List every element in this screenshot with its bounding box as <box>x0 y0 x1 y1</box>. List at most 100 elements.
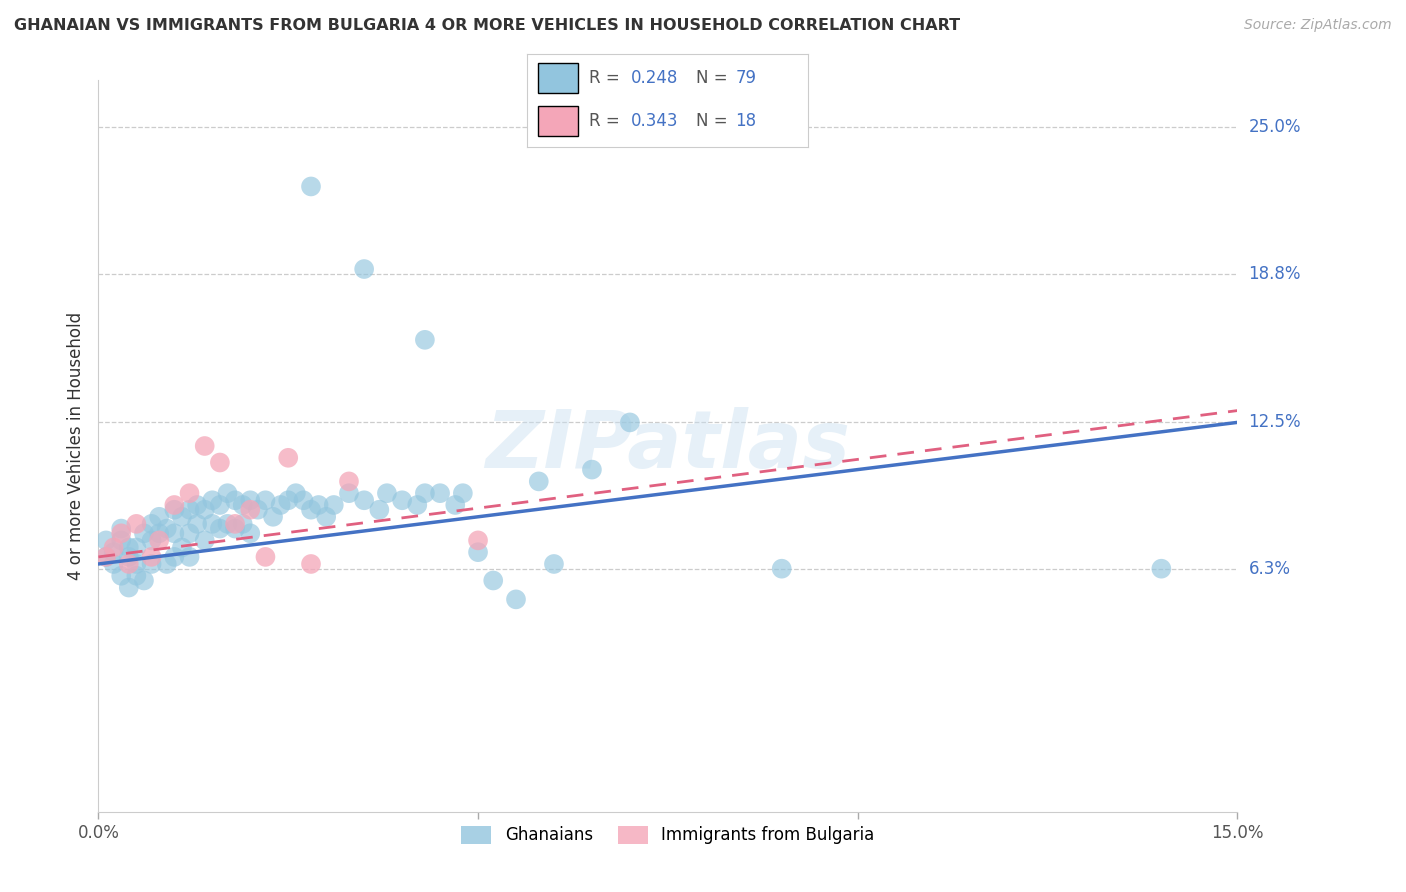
Point <box>1150 562 1173 576</box>
Point <box>179 526 201 541</box>
Point <box>170 509 193 524</box>
Point <box>141 533 163 548</box>
Point <box>391 493 413 508</box>
Point <box>194 439 217 453</box>
Point <box>208 522 231 536</box>
Point <box>110 522 132 536</box>
Point <box>163 502 186 516</box>
Text: R =: R = <box>589 112 626 130</box>
Point <box>224 516 246 531</box>
Text: 0.343: 0.343 <box>631 112 679 130</box>
Point <box>277 450 299 465</box>
Point <box>337 475 360 489</box>
Point <box>308 498 330 512</box>
Text: ZIPatlas: ZIPatlas <box>485 407 851 485</box>
Text: 18.8%: 18.8% <box>1249 265 1301 283</box>
Point <box>217 486 239 500</box>
Text: 6.3%: 6.3% <box>1249 559 1291 578</box>
Point <box>141 557 163 571</box>
Point <box>103 541 125 555</box>
Point <box>254 549 277 564</box>
Point <box>254 493 277 508</box>
Point <box>125 541 148 555</box>
Text: N =: N = <box>696 112 733 130</box>
Text: 25.0%: 25.0% <box>1249 119 1301 136</box>
Point <box>239 502 262 516</box>
Point <box>482 574 505 588</box>
Point <box>353 493 375 508</box>
Text: R =: R = <box>589 69 626 87</box>
Point <box>299 557 322 571</box>
Point <box>201 493 224 508</box>
Point <box>141 516 163 531</box>
Point <box>224 493 246 508</box>
FancyBboxPatch shape <box>538 106 578 136</box>
Point <box>125 516 148 531</box>
Text: 79: 79 <box>735 69 756 87</box>
Point <box>118 581 141 595</box>
Point <box>315 509 337 524</box>
Point <box>94 549 117 564</box>
Text: Source: ZipAtlas.com: Source: ZipAtlas.com <box>1244 18 1392 32</box>
Point <box>118 541 141 555</box>
Point <box>132 526 155 541</box>
Point <box>543 557 565 571</box>
Point <box>322 498 344 512</box>
Point <box>217 516 239 531</box>
FancyBboxPatch shape <box>538 63 578 93</box>
Point <box>208 456 231 470</box>
Point <box>224 522 246 536</box>
Point <box>467 545 489 559</box>
Point <box>94 549 117 564</box>
Point <box>246 502 269 516</box>
Point <box>277 493 299 508</box>
Point <box>186 516 208 531</box>
Point <box>141 549 163 564</box>
Point <box>110 533 132 548</box>
Point <box>232 498 254 512</box>
Point <box>179 549 201 564</box>
Point <box>103 545 125 559</box>
Point <box>581 462 603 476</box>
Point <box>110 568 132 582</box>
Y-axis label: 4 or more Vehicles in Household: 4 or more Vehicles in Household <box>66 312 84 580</box>
Point <box>505 592 527 607</box>
Point <box>163 549 186 564</box>
Text: 12.5%: 12.5% <box>1249 413 1301 432</box>
Point <box>125 568 148 582</box>
Point <box>337 486 360 500</box>
Point <box>467 533 489 548</box>
Point <box>132 574 155 588</box>
Text: 18: 18 <box>735 112 756 130</box>
Point <box>270 498 292 512</box>
Point <box>527 475 550 489</box>
Point <box>163 526 186 541</box>
Point <box>118 557 141 571</box>
Point <box>148 526 170 541</box>
Point <box>148 533 170 548</box>
Point <box>429 486 451 500</box>
Point <box>292 493 315 508</box>
Point <box>239 493 262 508</box>
Point <box>619 416 641 430</box>
Point <box>194 533 217 548</box>
Point <box>444 498 467 512</box>
Point <box>413 486 436 500</box>
Point <box>201 516 224 531</box>
Point <box>179 486 201 500</box>
Point <box>375 486 398 500</box>
Point <box>179 502 201 516</box>
Point <box>118 549 141 564</box>
Text: 0.248: 0.248 <box>631 69 679 87</box>
Point <box>208 498 231 512</box>
Point <box>262 509 284 524</box>
Point <box>232 516 254 531</box>
Point <box>299 179 322 194</box>
Text: N =: N = <box>696 69 733 87</box>
Point <box>353 262 375 277</box>
Point <box>284 486 307 500</box>
Point <box>103 557 125 571</box>
Legend: Ghanaians, Immigrants from Bulgaria: Ghanaians, Immigrants from Bulgaria <box>454 819 882 851</box>
Point <box>125 557 148 571</box>
Point <box>451 486 474 500</box>
